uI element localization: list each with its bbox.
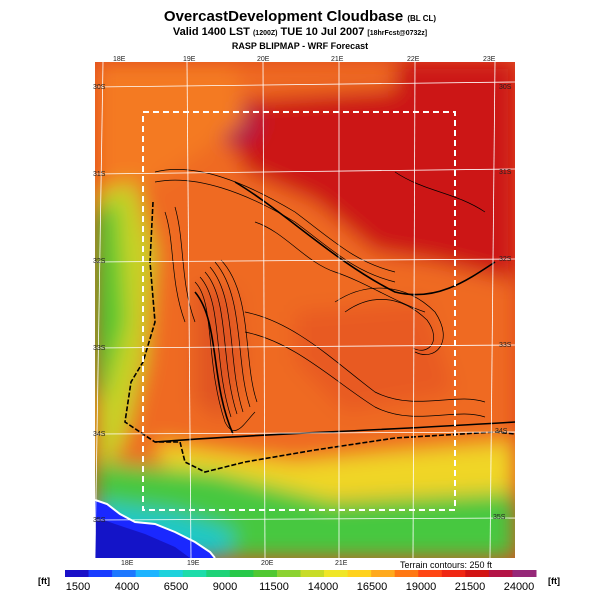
colorbar-swatch (465, 570, 490, 577)
lat-label-right: 32S (499, 256, 512, 263)
lon-label-top: 21E (331, 56, 344, 63)
lat-label-right: 33S (499, 342, 512, 349)
lon-label-bottom: 18E (121, 560, 134, 567)
colorbar-swatch (324, 570, 349, 577)
colorbar-swatch (112, 570, 137, 577)
colorbar-swatch (159, 570, 184, 577)
lon-label-bottom: 20E (261, 560, 274, 567)
lon-label-bottom: 19E (187, 560, 200, 567)
lon-label-top: 19E (183, 56, 196, 63)
lon-label-top: 22E (407, 56, 420, 63)
colorbar-swatch (300, 570, 325, 577)
lat-label-left: 34S (93, 431, 106, 438)
forecast-map: 18E 19E 20E 21E 22E 23E 18E 19E 20E 21E … (93, 56, 515, 567)
lat-label-right: 34S (495, 428, 508, 435)
colorbar-tick-label: 11500 (259, 581, 289, 593)
valid-time: Valid 1400 LST (1200Z) TUE 10 Jul 2007 [… (172, 26, 428, 38)
colorbar-swatch (88, 570, 113, 577)
chart-title: OvercastDevelopment Cloudbase (BL CL) (163, 8, 437, 25)
colorbar: 1500 4000 6500 9000 11500 14000 16500 19000 2150… (65, 570, 537, 593)
lon-label-top: 18E (113, 56, 126, 63)
colorbar-tick-label: 24000 (504, 581, 535, 593)
colorbar-tick-label: 6500 (164, 581, 188, 593)
colorbar-swatch (206, 570, 231, 577)
colorbar-unit-left: [ft] (38, 576, 50, 586)
colorbar-tick-label: 4000 (115, 581, 139, 593)
lon-label-bottom: 21E (335, 560, 348, 567)
terrain-contour-note: Terrain contours: 250 ft (400, 560, 493, 570)
colorbar-swatch (347, 570, 372, 577)
lat-label-left: 32S (93, 258, 106, 265)
lat-label-right: 31S (499, 169, 512, 176)
colorbar-tick-label: 16500 (357, 581, 388, 593)
colorbar-swatch (253, 570, 278, 577)
colorbar-swatch (418, 570, 443, 577)
colorbar-tick-label: 14000 (308, 581, 339, 593)
colorbar-swatch (371, 570, 396, 577)
colorbar-swatch (488, 570, 513, 577)
colorbar-swatch (441, 570, 466, 577)
colorbar-tick-label: 21500 (455, 581, 486, 593)
lat-label-left: 33S (93, 345, 106, 352)
lat-label-left: 30S (93, 84, 106, 91)
chart-subtitle: RASP BLIPMAP - WRF Forecast (231, 41, 369, 51)
lat-label-left: 35S (93, 517, 106, 524)
colorbar-tick-label: 19000 (406, 581, 437, 593)
colorbar-swatch (229, 570, 254, 577)
lat-label-right: 35S (493, 514, 506, 521)
lat-label-right: 30S (499, 84, 512, 91)
colorbar-swatch (65, 570, 90, 577)
colorbar-tick-label: 1500 (66, 581, 90, 593)
colorbar-swatch (182, 570, 207, 577)
colorbar-swatch (512, 570, 537, 577)
colorbar-swatch (135, 570, 160, 577)
colorbar-swatch (276, 570, 301, 577)
map-field (95, 62, 515, 558)
lon-label-top: 23E (483, 56, 496, 63)
colorbar-unit-right: [ft] (548, 576, 560, 586)
lon-label-top: 20E (257, 56, 270, 63)
colorbar-tick-label: 9000 (213, 581, 237, 593)
colorbar-swatch (394, 570, 419, 577)
lat-label-left: 31S (93, 171, 106, 178)
